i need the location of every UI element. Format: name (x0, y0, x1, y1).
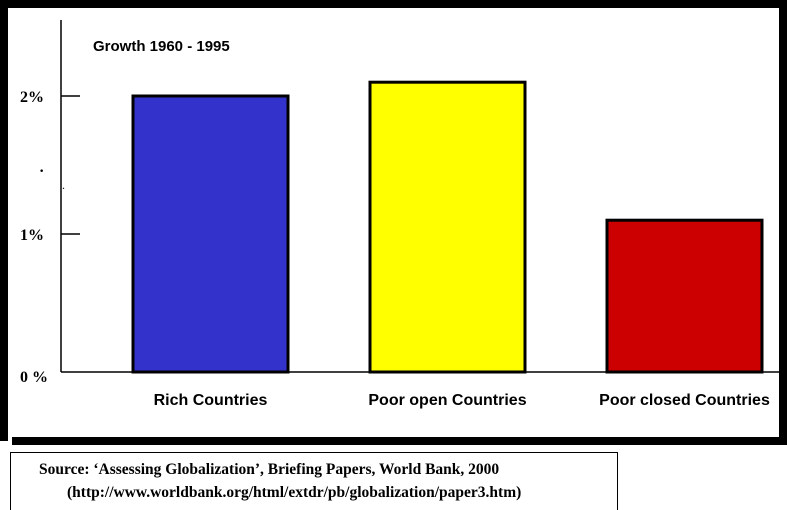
y-tick-label: 0 % (20, 369, 48, 386)
chart: Growth 1960 - 1995 0 % 1% 2% · . Rich Coun… (0, 0, 787, 445)
source-citation: Source: ‘Assessing Globalization’, Brief… (10, 452, 618, 510)
stray-mark: · (39, 163, 44, 180)
source-text: Source: ‘Assessing Globalization’, Brief… (39, 461, 500, 478)
frame-bottom-border (12, 437, 787, 445)
x-tick-label: Poor closed Countries (599, 392, 770, 409)
chart-title: Growth 1960 - 1995 (93, 38, 230, 55)
x-tick-label: Poor open Countries (368, 392, 526, 409)
x-tick-label: Rich Countries (154, 392, 268, 409)
bar-rich-countries (131, 94, 290, 374)
bar-poor-closed-countries (605, 218, 764, 374)
frame-top-border (0, 0, 787, 8)
source-url: (http://www.worldbank.org/html/extdr/pb/… (67, 484, 522, 501)
frame-right-border (779, 0, 787, 445)
y-tick-label: 2% (20, 89, 44, 106)
y-tick-label: 1% (20, 227, 44, 244)
frame-left-border (0, 0, 8, 441)
stray-mark: . (62, 178, 65, 192)
bar-poor-open-countries (368, 80, 527, 374)
